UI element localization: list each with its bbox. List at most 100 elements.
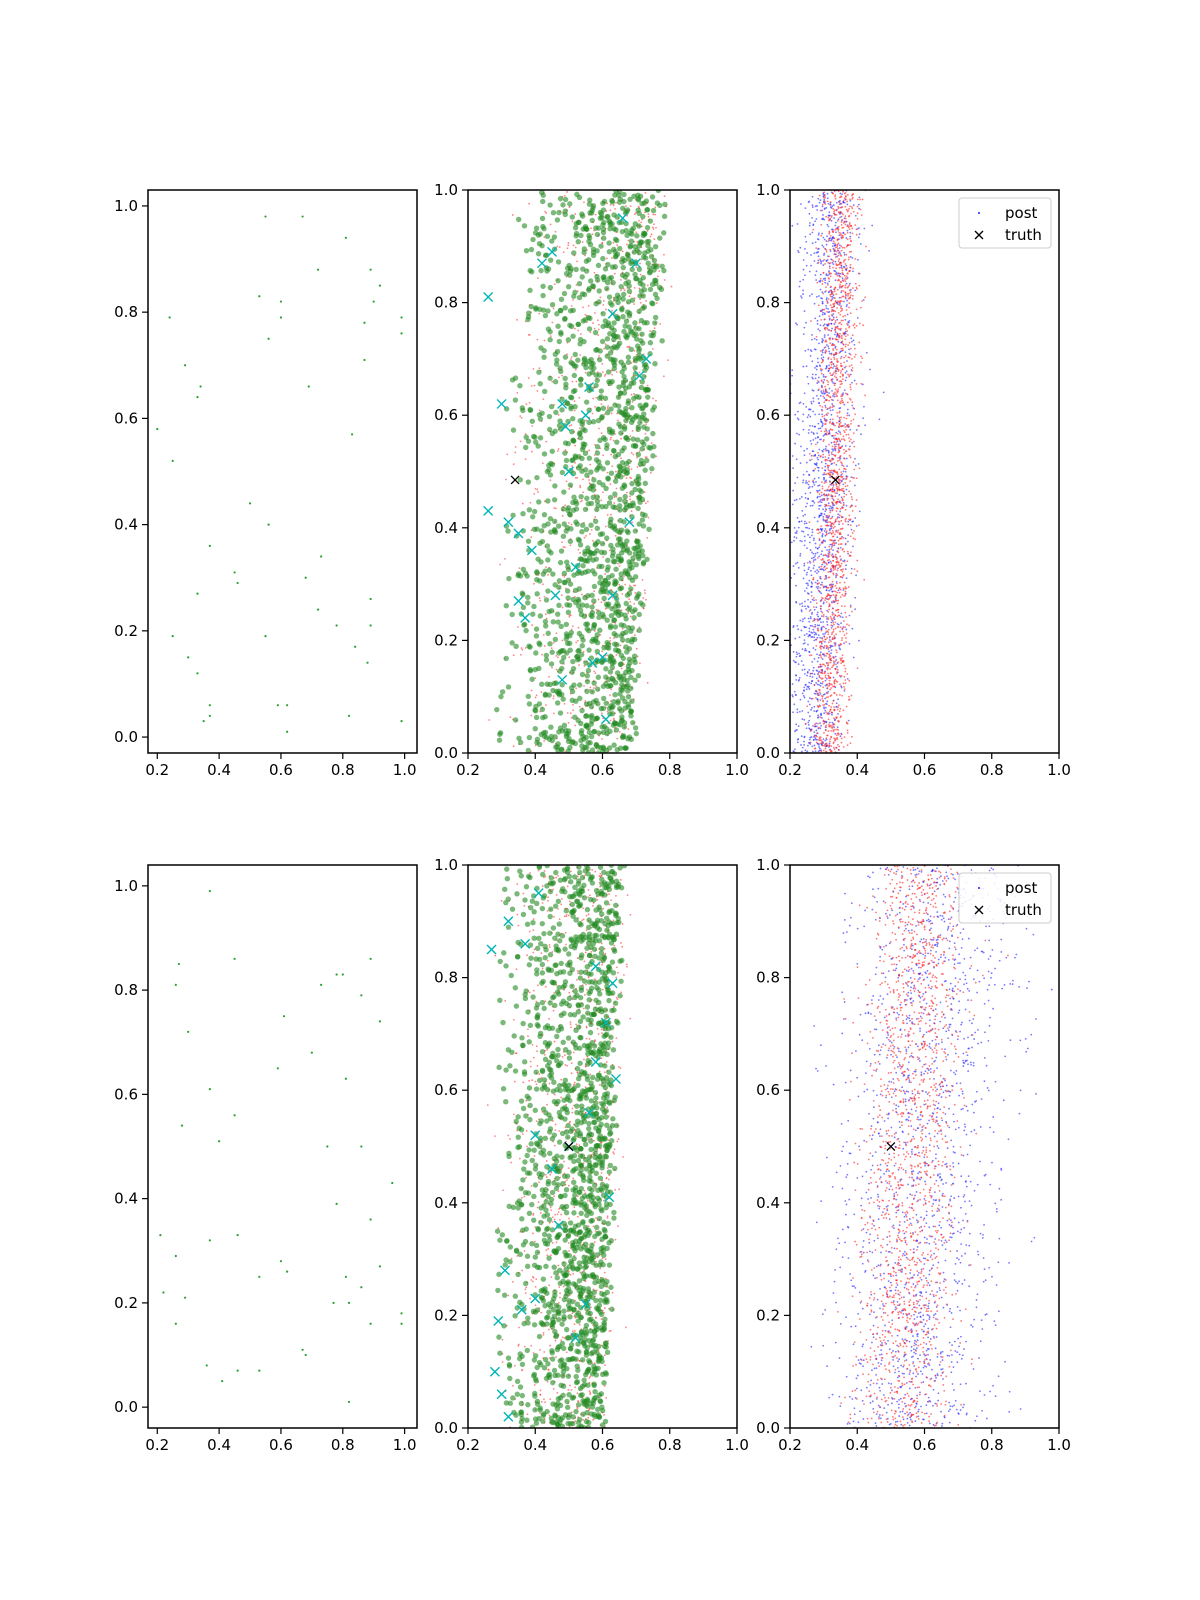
sample-point	[601, 644, 607, 651]
sample-point	[536, 369, 542, 375]
post-red-point	[856, 287, 858, 290]
red-point	[616, 412, 619, 415]
post-blue-point	[823, 238, 826, 241]
sample-point	[579, 743, 585, 749]
post-blue-point	[813, 633, 816, 636]
post-red-point	[832, 746, 835, 749]
sample-point	[615, 700, 621, 706]
sample-point	[584, 603, 590, 609]
sample-point	[608, 274, 615, 281]
sample-point	[619, 714, 625, 720]
post-blue-point	[814, 737, 817, 739]
post-red-point	[838, 410, 841, 413]
post-red-point	[843, 429, 845, 432]
sample-point	[586, 554, 593, 561]
red-point	[596, 319, 599, 322]
sample-point	[529, 676, 535, 682]
post-red-point	[829, 372, 832, 375]
red-point	[585, 534, 587, 537]
post-red-point	[829, 644, 831, 647]
red-point	[572, 298, 574, 301]
post-red-point	[834, 329, 836, 332]
sample-point	[608, 356, 614, 362]
post-blue-point	[821, 349, 824, 352]
red-point	[556, 450, 559, 452]
sample-point	[611, 559, 618, 565]
post-blue-point	[796, 432, 798, 435]
red-point	[530, 536, 533, 539]
post-red-point	[829, 396, 832, 399]
sample-point	[588, 733, 595, 740]
red-point	[564, 449, 567, 451]
post-blue-point	[801, 530, 803, 533]
sample-point	[549, 302, 556, 308]
post-blue-point	[808, 212, 811, 215]
post-blue-point	[816, 551, 819, 554]
post-red-point	[840, 741, 843, 744]
post-red-point	[847, 373, 849, 376]
post-blue-point	[858, 227, 860, 229]
sample-point	[526, 507, 533, 513]
post-red-point	[833, 637, 836, 640]
sample-point	[661, 230, 667, 236]
red-point	[555, 632, 558, 635]
post-red-point	[826, 379, 828, 382]
sample-point	[555, 259, 562, 265]
post-red-point	[852, 476, 854, 479]
red-point	[652, 213, 655, 216]
red-point	[589, 686, 592, 689]
sample-point	[637, 402, 643, 409]
post-blue-point	[806, 447, 808, 450]
post-blue-point	[812, 628, 815, 631]
prior-point	[316, 268, 320, 271]
sample-point	[531, 603, 537, 610]
post-blue-point	[814, 413, 817, 416]
sample-point	[564, 400, 571, 407]
post-blue-point	[827, 449, 830, 452]
post-red-point	[824, 419, 827, 422]
post-red-point	[826, 200, 829, 203]
sample-point	[586, 232, 592, 239]
red-point	[578, 427, 581, 430]
red-point	[646, 284, 649, 287]
post-red-point	[819, 605, 822, 607]
sample-point	[646, 238, 652, 245]
post-blue-point	[827, 308, 830, 310]
sample-point	[659, 338, 665, 344]
post-blue-point	[825, 489, 828, 492]
post-blue-point	[831, 374, 834, 377]
red-point	[589, 463, 592, 466]
post-red-point	[844, 611, 847, 614]
post-blue-point	[803, 310, 806, 312]
post-blue-point	[819, 699, 822, 701]
sample-point	[547, 641, 553, 647]
post-blue-point	[809, 736, 812, 739]
post-red-point	[825, 745, 828, 748]
post-red-point	[837, 608, 840, 611]
sample-point	[580, 747, 586, 753]
post-blue-point	[831, 327, 833, 330]
sample-point	[599, 503, 605, 510]
post-blue-point	[850, 476, 853, 479]
post-blue-point	[821, 425, 824, 428]
sample-point	[537, 435, 544, 441]
sample-point	[577, 682, 583, 688]
sample-point	[612, 720, 618, 726]
post-blue-point	[810, 264, 812, 267]
post-blue-point	[812, 556, 815, 559]
sample-point	[600, 729, 607, 736]
sample-point	[612, 249, 618, 255]
red-point	[557, 413, 560, 416]
sample-point	[594, 273, 600, 280]
sample-point	[595, 262, 602, 269]
sample-point	[585, 501, 591, 507]
post-red-point	[852, 193, 855, 195]
sample-point	[611, 698, 617, 705]
red-point	[607, 405, 610, 407]
post-blue-point	[810, 401, 813, 403]
accepted-marker	[547, 246, 558, 257]
sample-point	[594, 450, 601, 456]
post-blue-point	[794, 661, 796, 664]
post-red-point	[833, 356, 835, 359]
red-point	[532, 368, 535, 370]
